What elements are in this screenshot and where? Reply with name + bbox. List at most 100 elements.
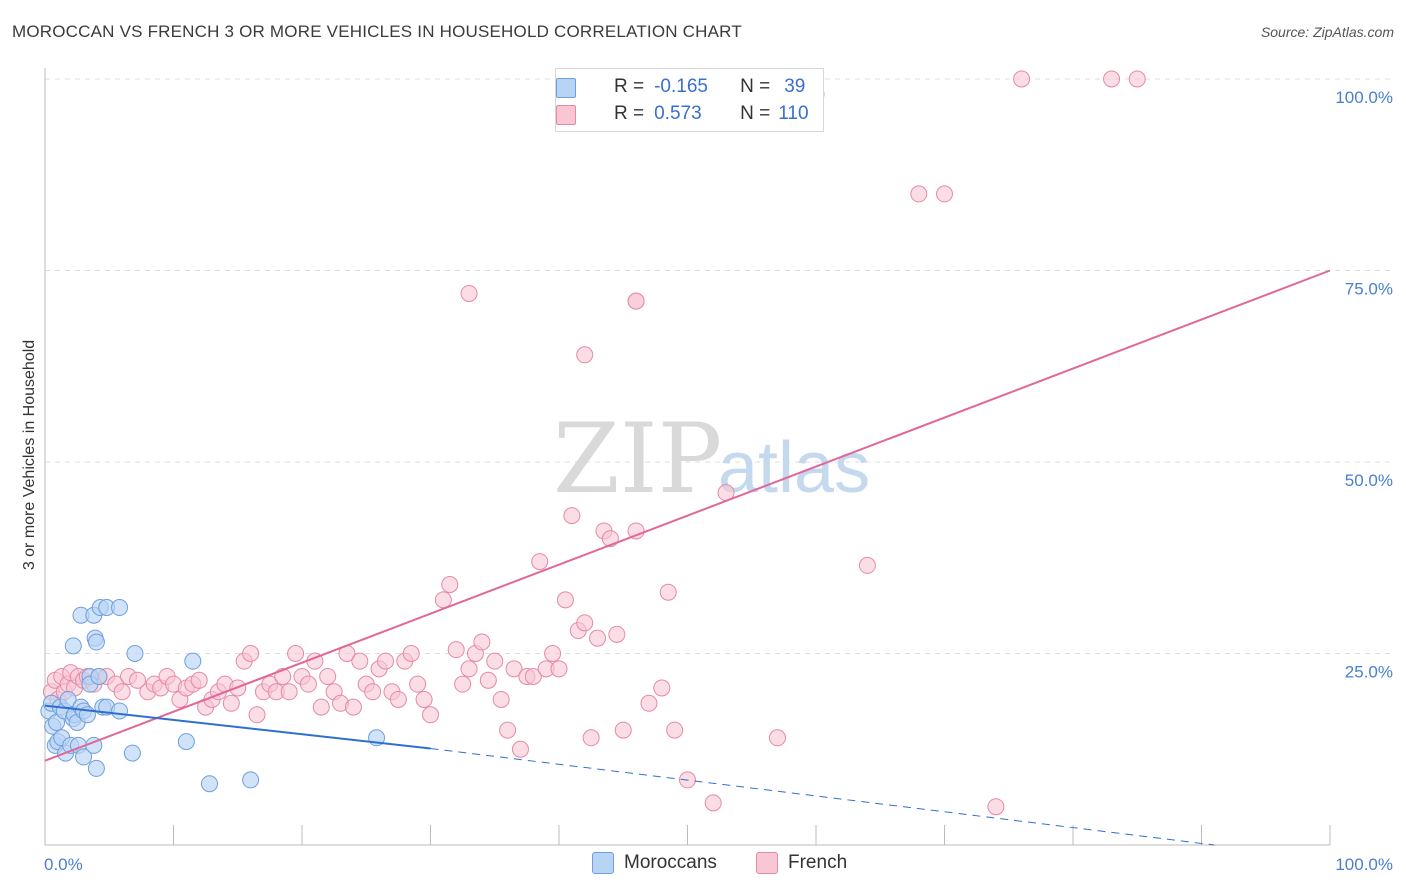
french-point <box>1128 70 1146 88</box>
chart-title: MOROCCAN VS FRENCH 3 OR MORE VEHICLES IN… <box>12 22 742 41</box>
watermark: ZIP atlas <box>553 403 870 515</box>
french-point <box>460 660 478 678</box>
french-point <box>389 690 407 708</box>
french-point <box>505 660 523 678</box>
french-point <box>377 652 395 670</box>
moroccan-point <box>242 771 260 789</box>
moroccan-point <box>111 599 129 617</box>
french-point <box>576 614 594 632</box>
x-tick-label-right: 100.0% <box>1335 855 1393 874</box>
french-point <box>319 667 337 685</box>
source-label: Source: ZipAtlas.com <box>1260 24 1394 40</box>
french-point <box>1103 70 1121 88</box>
tick-labels: 25.0% 50.0% 75.0% 100.0% 0.0% 100.0% <box>44 88 1393 874</box>
french-point <box>1013 70 1031 88</box>
french-point <box>441 576 459 594</box>
french-point <box>627 292 645 310</box>
y-tick-label: 50.0% <box>1345 471 1393 490</box>
french-point <box>222 694 240 712</box>
legend-swatch-french <box>556 105 576 125</box>
moroccan-point <box>87 633 105 651</box>
bottom-legend-french-label: French <box>788 852 848 873</box>
moroccan-point <box>111 702 129 720</box>
french-point <box>486 652 504 670</box>
french-point <box>351 652 369 670</box>
moroccan-point <box>184 652 202 670</box>
french-point <box>415 690 433 708</box>
gridlines <box>45 78 1395 654</box>
french-point <box>910 185 928 203</box>
french-point <box>242 645 260 662</box>
french-point <box>936 185 953 203</box>
moroccan-point <box>123 744 141 762</box>
french-point <box>113 683 131 701</box>
moroccan-point <box>200 775 218 793</box>
moroccan-point <box>64 637 82 655</box>
french-point <box>422 706 439 724</box>
french-trendline <box>44 269 1331 762</box>
legend-n-label: N = <box>740 76 771 97</box>
y-tick-label: 75.0% <box>1345 280 1393 299</box>
moroccan-point <box>87 759 105 777</box>
y-tick-label: 25.0% <box>1345 663 1393 682</box>
bottom-swatch-moroccans <box>592 852 614 874</box>
french-point <box>563 507 581 525</box>
legend-r-value: -0.165 <box>654 76 708 97</box>
french-point <box>704 794 722 812</box>
french-point <box>550 660 568 678</box>
legend-r-value: 0.573 <box>654 103 702 124</box>
french-point <box>858 556 876 574</box>
french-point <box>402 645 420 662</box>
legend-n-value: 39 <box>784 76 806 97</box>
french-point <box>434 591 452 609</box>
french-point <box>312 698 330 716</box>
correlation-legend: R = -0.165 N = 39 R = 0.573 N = 110 <box>555 68 824 132</box>
french-point <box>287 645 305 662</box>
french-point <box>364 683 382 701</box>
french-point <box>582 729 600 747</box>
french-point <box>987 798 1005 816</box>
french-point <box>659 583 677 601</box>
french-point <box>344 698 362 716</box>
french-point <box>409 675 427 693</box>
french-point <box>479 671 497 689</box>
french-point <box>299 675 317 693</box>
french-point <box>589 629 607 647</box>
moroccan-point <box>177 733 195 751</box>
french-point <box>640 694 658 712</box>
legend-row-french: R = 0.573 N = 110 <box>556 102 809 126</box>
french-point <box>614 721 632 739</box>
french-point <box>608 625 626 643</box>
french-point <box>492 690 510 708</box>
legend-n-label: N = <box>740 103 771 124</box>
french-point <box>454 675 472 693</box>
french-point <box>653 679 671 697</box>
french-points <box>42 70 1146 816</box>
french-point <box>280 683 298 701</box>
french-point <box>473 633 491 651</box>
bottom-swatch-french <box>756 852 778 874</box>
moroccan-points <box>40 599 386 793</box>
french-point <box>768 729 786 747</box>
bottom-legend-french: French <box>756 852 847 874</box>
french-point <box>511 740 529 758</box>
french-point <box>248 706 266 724</box>
french-point <box>531 553 549 571</box>
moroccan-trendline-extension <box>430 747 1215 846</box>
legend-r-label: R = <box>614 103 645 124</box>
french-point <box>190 671 208 689</box>
french-point <box>447 641 465 659</box>
bottom-legend-moroccans-label: Moroccans <box>624 852 717 873</box>
moroccan-trendline <box>44 704 431 750</box>
x-tick-label-left: 0.0% <box>44 855 83 874</box>
french-point <box>129 671 147 689</box>
legend-swatch-moroccans <box>556 78 576 98</box>
french-point <box>544 645 562 662</box>
french-point <box>556 591 574 609</box>
french-point <box>576 346 594 364</box>
french-point <box>666 721 684 739</box>
french-point <box>499 721 517 739</box>
y-tick-label: 100.0% <box>1335 88 1393 107</box>
moroccan-point <box>90 667 108 685</box>
